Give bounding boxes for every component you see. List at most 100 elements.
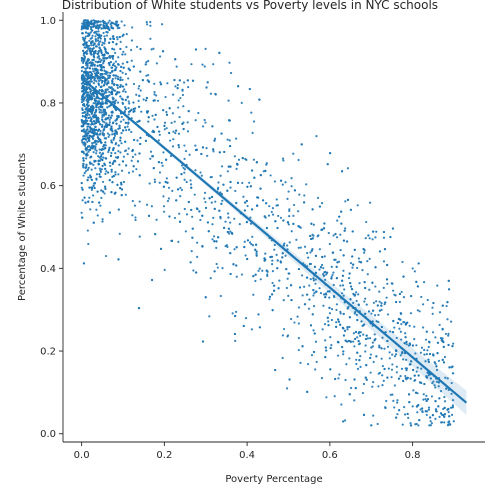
scatter-point [360, 320, 363, 323]
scatter-point [434, 386, 437, 389]
scatter-point [442, 340, 445, 344]
scatter-point [99, 204, 102, 207]
scatter-point [229, 221, 232, 224]
scatter-point [297, 246, 300, 249]
scatter-point [112, 138, 115, 141]
scatter-point [286, 334, 290, 337]
scatter-point [346, 307, 349, 310]
scatter-point [98, 108, 101, 111]
scatter-point [117, 63, 120, 66]
scatter-point [346, 240, 349, 243]
scatter-point [105, 51, 108, 54]
scatter-point [116, 156, 119, 159]
scatter-point [450, 413, 454, 416]
scatter-point [399, 374, 402, 378]
scatter-point [107, 148, 111, 152]
scatter-point [199, 171, 202, 174]
scatter-point [428, 352, 432, 356]
scatter-point [342, 334, 346, 337]
scatter-point [102, 57, 105, 60]
scatter-point [419, 351, 422, 354]
scatter-point [86, 179, 89, 182]
scatter-point [155, 62, 158, 65]
scatter-point [176, 188, 180, 191]
scatter-point [314, 278, 317, 281]
scatter-point [101, 106, 104, 109]
scatter-point [290, 230, 293, 233]
scatter-point [101, 218, 104, 221]
scatter-point [324, 346, 327, 349]
scatter-point [99, 34, 102, 38]
scatter-point [290, 185, 293, 188]
scatter-point [155, 218, 158, 221]
scatter-point [162, 195, 165, 198]
scatter-point [83, 134, 86, 138]
scatter-point [88, 113, 91, 117]
scatter-point [370, 346, 373, 349]
scatter-point [321, 255, 324, 259]
scatter-point [306, 293, 309, 296]
scatter-point [382, 379, 385, 382]
scatter-point [91, 47, 94, 51]
scatter-point [448, 415, 451, 418]
scatter-point [82, 166, 85, 169]
scatter-point [87, 116, 90, 120]
scatter-point [121, 71, 124, 74]
scatter-point [94, 72, 97, 75]
scatter-point [103, 127, 106, 130]
scatter-point [308, 262, 312, 266]
scatter-point [98, 201, 101, 204]
scatter-point [90, 53, 93, 56]
scatter-point [297, 337, 300, 340]
scatter-point [112, 54, 115, 58]
scatter-point [101, 54, 104, 57]
scatter-point [83, 92, 86, 95]
scatter-point [88, 39, 91, 42]
scatter-point [358, 260, 361, 263]
scatter-point [121, 62, 124, 65]
scatter-point [118, 163, 121, 166]
scatter-point [315, 360, 318, 364]
scatter-point [265, 269, 268, 272]
scatter-point [214, 200, 217, 203]
scatter-point [149, 24, 152, 27]
scatter-point [85, 41, 88, 44]
scatter-point [356, 351, 359, 354]
scatter-point [392, 289, 395, 292]
scatter-point [308, 284, 311, 287]
scatter-point [163, 268, 166, 271]
scatter-point [87, 122, 90, 126]
scatter-point [131, 170, 135, 173]
scatter-point [120, 20, 123, 23]
scatter-point [340, 403, 343, 406]
scatter-point [244, 254, 247, 257]
scatter-point [83, 171, 86, 175]
scatter-point [105, 34, 109, 37]
scatter-point [187, 200, 190, 204]
scatter-point [174, 132, 177, 135]
scatter-point [86, 91, 90, 94]
scatter-point [415, 280, 418, 283]
scatter-point [89, 90, 92, 93]
scatter-point [322, 227, 326, 230]
scatter-point [312, 279, 315, 282]
scatter-point [212, 216, 215, 219]
scatter-point [413, 338, 416, 341]
scatter-point [124, 98, 127, 102]
scatter-point [324, 339, 327, 342]
scatter-point [151, 114, 154, 117]
scatter-point [395, 353, 398, 356]
scatter-point [97, 102, 100, 105]
scatter-point [91, 34, 94, 37]
scatter-point [183, 178, 186, 181]
scatter-point [361, 269, 364, 272]
scatter-point [281, 356, 284, 360]
scatter-point [372, 381, 375, 384]
scatter-point [152, 167, 155, 170]
scatter-point [95, 128, 98, 131]
scatter-point [145, 96, 148, 100]
scatter-point [112, 83, 116, 87]
scatter-point [404, 367, 407, 370]
scatter-point [261, 269, 264, 272]
scatter-point [156, 99, 160, 102]
